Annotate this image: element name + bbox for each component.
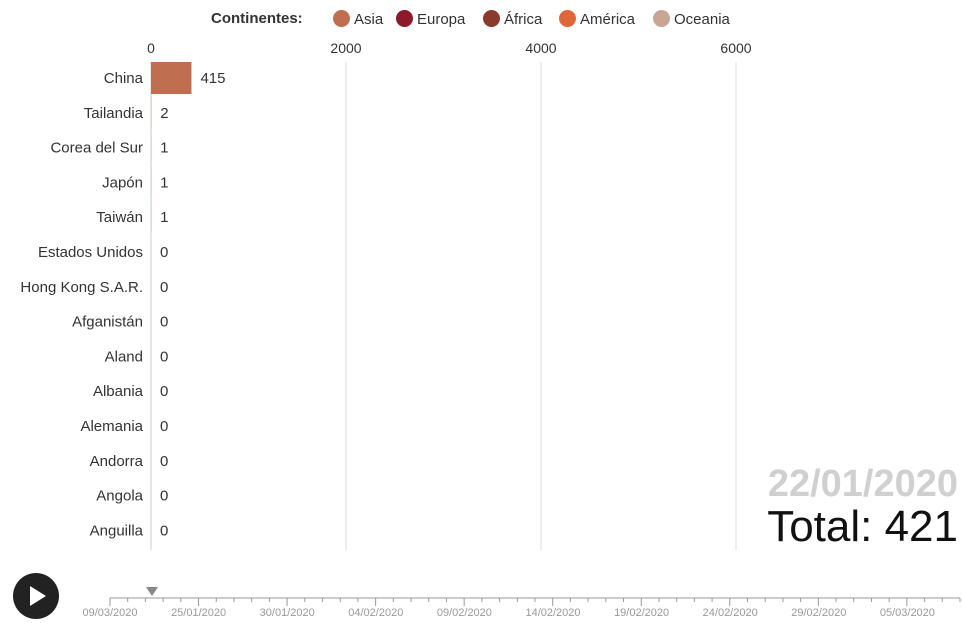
- category-label: Hong Kong S.A.R.: [20, 279, 143, 296]
- value-label: 415: [200, 70, 225, 87]
- x-tick-label: 4000: [525, 40, 556, 56]
- value-label: 1: [160, 209, 168, 226]
- category-label: Andorra: [90, 453, 144, 470]
- legend-swatch-europa: [396, 10, 413, 27]
- legend-label: África: [504, 11, 543, 28]
- value-label: 0: [160, 383, 168, 400]
- category-label: Anguilla: [90, 522, 144, 539]
- legend-swatch-asia: [333, 10, 350, 27]
- timeline-label: 05/03/2020: [880, 607, 935, 619]
- total-count: Total: 421: [767, 502, 958, 551]
- legend-label: Europa: [417, 11, 466, 28]
- timeline-label: 24/02/2020: [703, 607, 758, 619]
- value-label: 1: [160, 174, 168, 191]
- current-date: 22/01/2020: [767, 463, 958, 505]
- timeline-label: 19/02/2020: [614, 607, 669, 619]
- category-label: Corea del Sur: [50, 140, 143, 157]
- value-label: 0: [160, 488, 168, 505]
- play-icon: [30, 586, 46, 606]
- value-label: 0: [160, 244, 168, 261]
- x-tick-label: 2000: [330, 40, 361, 56]
- x-tick-label: 6000: [720, 40, 751, 56]
- value-label: 0: [160, 453, 168, 470]
- legend-title: Continentes:: [211, 10, 303, 27]
- category-label: Estados Unidos: [38, 244, 143, 261]
- category-label: China: [104, 70, 144, 87]
- value-label: 0: [160, 314, 168, 331]
- legend-item-asia[interactable]: Asia: [333, 10, 383, 28]
- timeline-label: 09/03/2020: [82, 607, 137, 619]
- legend-label: América: [580, 11, 636, 28]
- legend: Continentes: Asia Europa África América …: [0, 8, 963, 30]
- value-label: 2: [160, 105, 168, 122]
- category-label: Alemania: [80, 418, 143, 435]
- value-label: 0: [160, 418, 168, 435]
- category-label: Albania: [93, 383, 144, 400]
- value-label: 0: [160, 522, 168, 539]
- legend-label: Oceania: [674, 11, 730, 28]
- category-label: Angola: [96, 488, 143, 505]
- legend-swatch-africa: [483, 10, 500, 27]
- category-label: Afganistán: [72, 314, 143, 331]
- value-label: 0: [160, 279, 168, 296]
- timeline-label: 14/02/2020: [525, 607, 580, 619]
- category-label: Aland: [105, 348, 143, 365]
- timeline-label: 25/01/2020: [171, 607, 226, 619]
- timeline-label: 04/02/2020: [348, 607, 403, 619]
- category-label: Taiwán: [96, 209, 143, 226]
- legend-item-africa[interactable]: África: [483, 10, 542, 28]
- timeline-handle[interactable]: [146, 587, 158, 596]
- x-tick-label: 0: [147, 40, 155, 56]
- bar: [151, 62, 192, 94]
- legend-label: Asia: [354, 11, 384, 28]
- play-button[interactable]: [13, 573, 59, 619]
- category-label: Japón: [102, 174, 143, 191]
- timeline-label: 30/01/2020: [260, 607, 315, 619]
- timeline-label: 29/02/2020: [791, 607, 846, 619]
- value-label: 1: [160, 140, 168, 157]
- legend-item-america[interactable]: América: [559, 10, 635, 28]
- legend-swatch-america: [559, 10, 576, 27]
- legend-swatch-oceania: [653, 10, 670, 27]
- timeline-label: 09/02/2020: [437, 607, 492, 619]
- value-label: 0: [160, 348, 168, 365]
- legend-item-oceania[interactable]: Oceania: [653, 10, 730, 28]
- category-label: Tailandia: [84, 105, 144, 122]
- legend-item-europa[interactable]: Europa: [396, 10, 465, 28]
